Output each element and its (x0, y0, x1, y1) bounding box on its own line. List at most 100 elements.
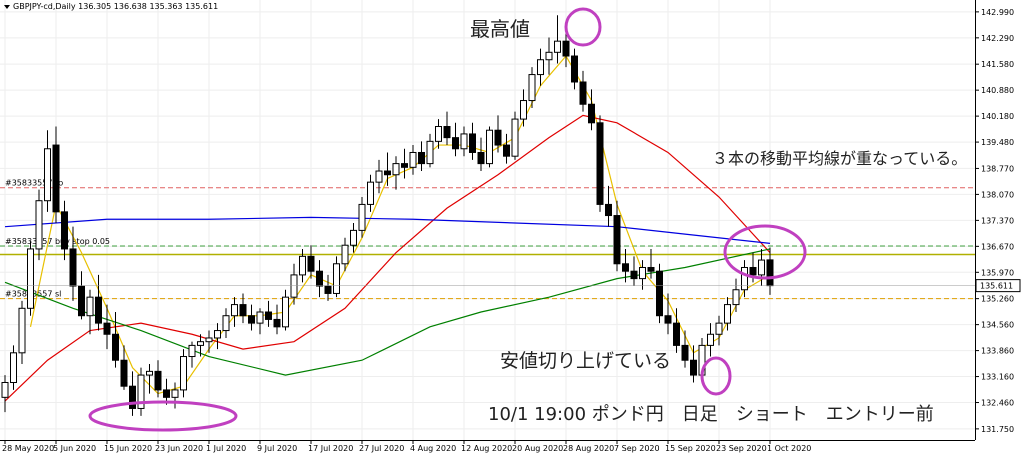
candle-body (690, 359, 697, 376)
candle-body (426, 140, 434, 165)
candle-body (503, 144, 510, 157)
candle-body (265, 311, 272, 320)
x-tick-label: 9 Jul 2020 (257, 444, 297, 453)
candle-body (724, 304, 731, 324)
candle-body (231, 304, 238, 317)
candle-body (392, 163, 400, 176)
candle-body (307, 255, 315, 272)
candle-body (477, 151, 485, 165)
moving-average (29, 54, 771, 395)
y-tick-label: 134.560 (981, 321, 1014, 330)
highlight-ellipse (564, 7, 602, 47)
candle-body (664, 315, 672, 324)
candle-body (341, 244, 349, 265)
candle-body (282, 296, 289, 328)
candle-body (460, 133, 468, 150)
candle-body (647, 266, 655, 272)
candle-body (358, 203, 366, 231)
candle-body (248, 315, 255, 324)
y-tick-label: 140.180 (981, 112, 1014, 121)
x-tick-label: 27 Jul 2020 (359, 444, 404, 453)
candle-body (749, 266, 757, 276)
candle-body (299, 255, 306, 276)
candle-body (188, 344, 196, 358)
candle-body (418, 151, 425, 165)
candle-body (171, 389, 179, 398)
candle-body (605, 203, 612, 217)
x-tick-label: 15 Sep 2020 (665, 444, 716, 453)
candle-body (486, 129, 493, 165)
symbol: GBPJPY-cd,Daily (13, 2, 76, 11)
candle-body (61, 211, 68, 250)
candle-body (681, 344, 689, 361)
y-tick-label: 133.160 (981, 373, 1014, 382)
x-tick-label: 23 Jun 2020 (155, 444, 203, 453)
candle-body (273, 318, 281, 328)
candle-body (197, 341, 204, 346)
candle-body (324, 285, 332, 294)
candle-body (732, 289, 740, 306)
candle-body (316, 270, 323, 287)
high: 136.638 (114, 2, 147, 11)
candle-body (86, 296, 94, 317)
candle-body (579, 81, 587, 105)
candle-body (409, 151, 417, 168)
y-tick-label: 140.880 (981, 86, 1014, 95)
y-tick-label: 138.770 (981, 164, 1014, 173)
candle-body (384, 170, 391, 176)
candle-body (554, 40, 561, 53)
candle-body (494, 129, 502, 146)
last-price-label: 135.611 (980, 282, 1013, 291)
x-tick-label: 23 Sep 2020 (716, 444, 767, 453)
candle-body (375, 170, 383, 183)
level-label: #35833557 tp (5, 179, 63, 188)
candle-body (180, 356, 187, 391)
candle-body (290, 274, 298, 298)
x-tick-label: 20 Aug 2020 (512, 444, 563, 453)
x-tick-label: 15 Jun 2020 (104, 444, 152, 453)
x-tick-label: 17 Jul 2020 (308, 444, 353, 453)
y-tick-label: 133.860 (981, 347, 1014, 356)
candle-body (435, 126, 442, 142)
candle-body (27, 248, 34, 309)
candle-body (639, 266, 646, 280)
y-tick-label: 135.970 (981, 268, 1014, 277)
annotation: 安値切り上げている (500, 350, 671, 372)
candle-body (78, 285, 85, 317)
candle-body (469, 133, 476, 153)
x-tick-label: 7 Sep 2020 (614, 444, 660, 453)
candle-body (537, 59, 544, 76)
candle-body (630, 270, 638, 280)
candle-body (367, 181, 374, 205)
x-tick-label: 28 Aug 2020 (563, 444, 614, 453)
candle-body (44, 148, 51, 202)
x-tick-label: 28 May 2020 (2, 444, 54, 453)
candle-body (163, 389, 170, 398)
candle-body (112, 333, 119, 361)
candles (1, 15, 774, 416)
open: 136.305 (78, 2, 111, 11)
candle-body (528, 74, 536, 102)
moving-averages (4, 54, 771, 402)
candle-body (571, 55, 578, 83)
x-tick-label: 1 Jul 2020 (206, 444, 246, 453)
y-tick-label: 131.750 (981, 425, 1014, 434)
candle-body (673, 322, 680, 346)
candle-body (401, 163, 408, 168)
candle-body (452, 137, 459, 150)
low: 135.363 (149, 2, 182, 11)
candle-body (52, 144, 60, 213)
highlights (88, 7, 807, 432)
annotation: 最高値 (470, 17, 530, 41)
candle-body (443, 126, 451, 139)
candle-body (95, 296, 102, 324)
candle-body (758, 259, 765, 276)
candle-body (35, 200, 43, 250)
highlight-ellipse (700, 356, 732, 396)
candle-body (239, 304, 247, 317)
x-tick-label: 1 Oct 2020 (767, 444, 811, 453)
y-tick-label: 135.260 (981, 295, 1014, 304)
highlight-ellipse (88, 400, 238, 432)
